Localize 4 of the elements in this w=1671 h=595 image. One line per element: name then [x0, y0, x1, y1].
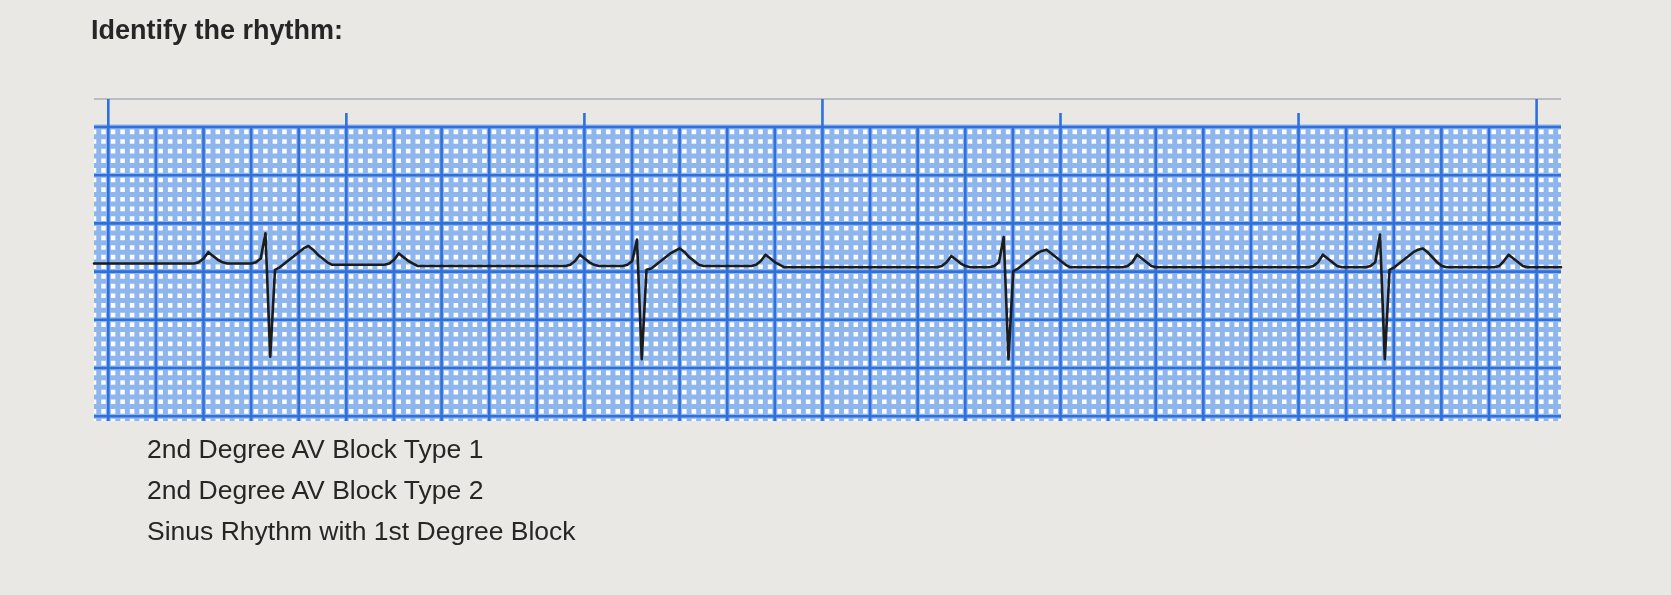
text: 2nd Degree AV Block Type 1: [147, 434, 484, 464]
chart-title: Identify the rhythm:: [91, 15, 344, 45]
text: Sinus Rhythm with 1st Degree Block: [147, 516, 577, 546]
text: 2nd Degree AV Block Type 2: [147, 475, 484, 505]
